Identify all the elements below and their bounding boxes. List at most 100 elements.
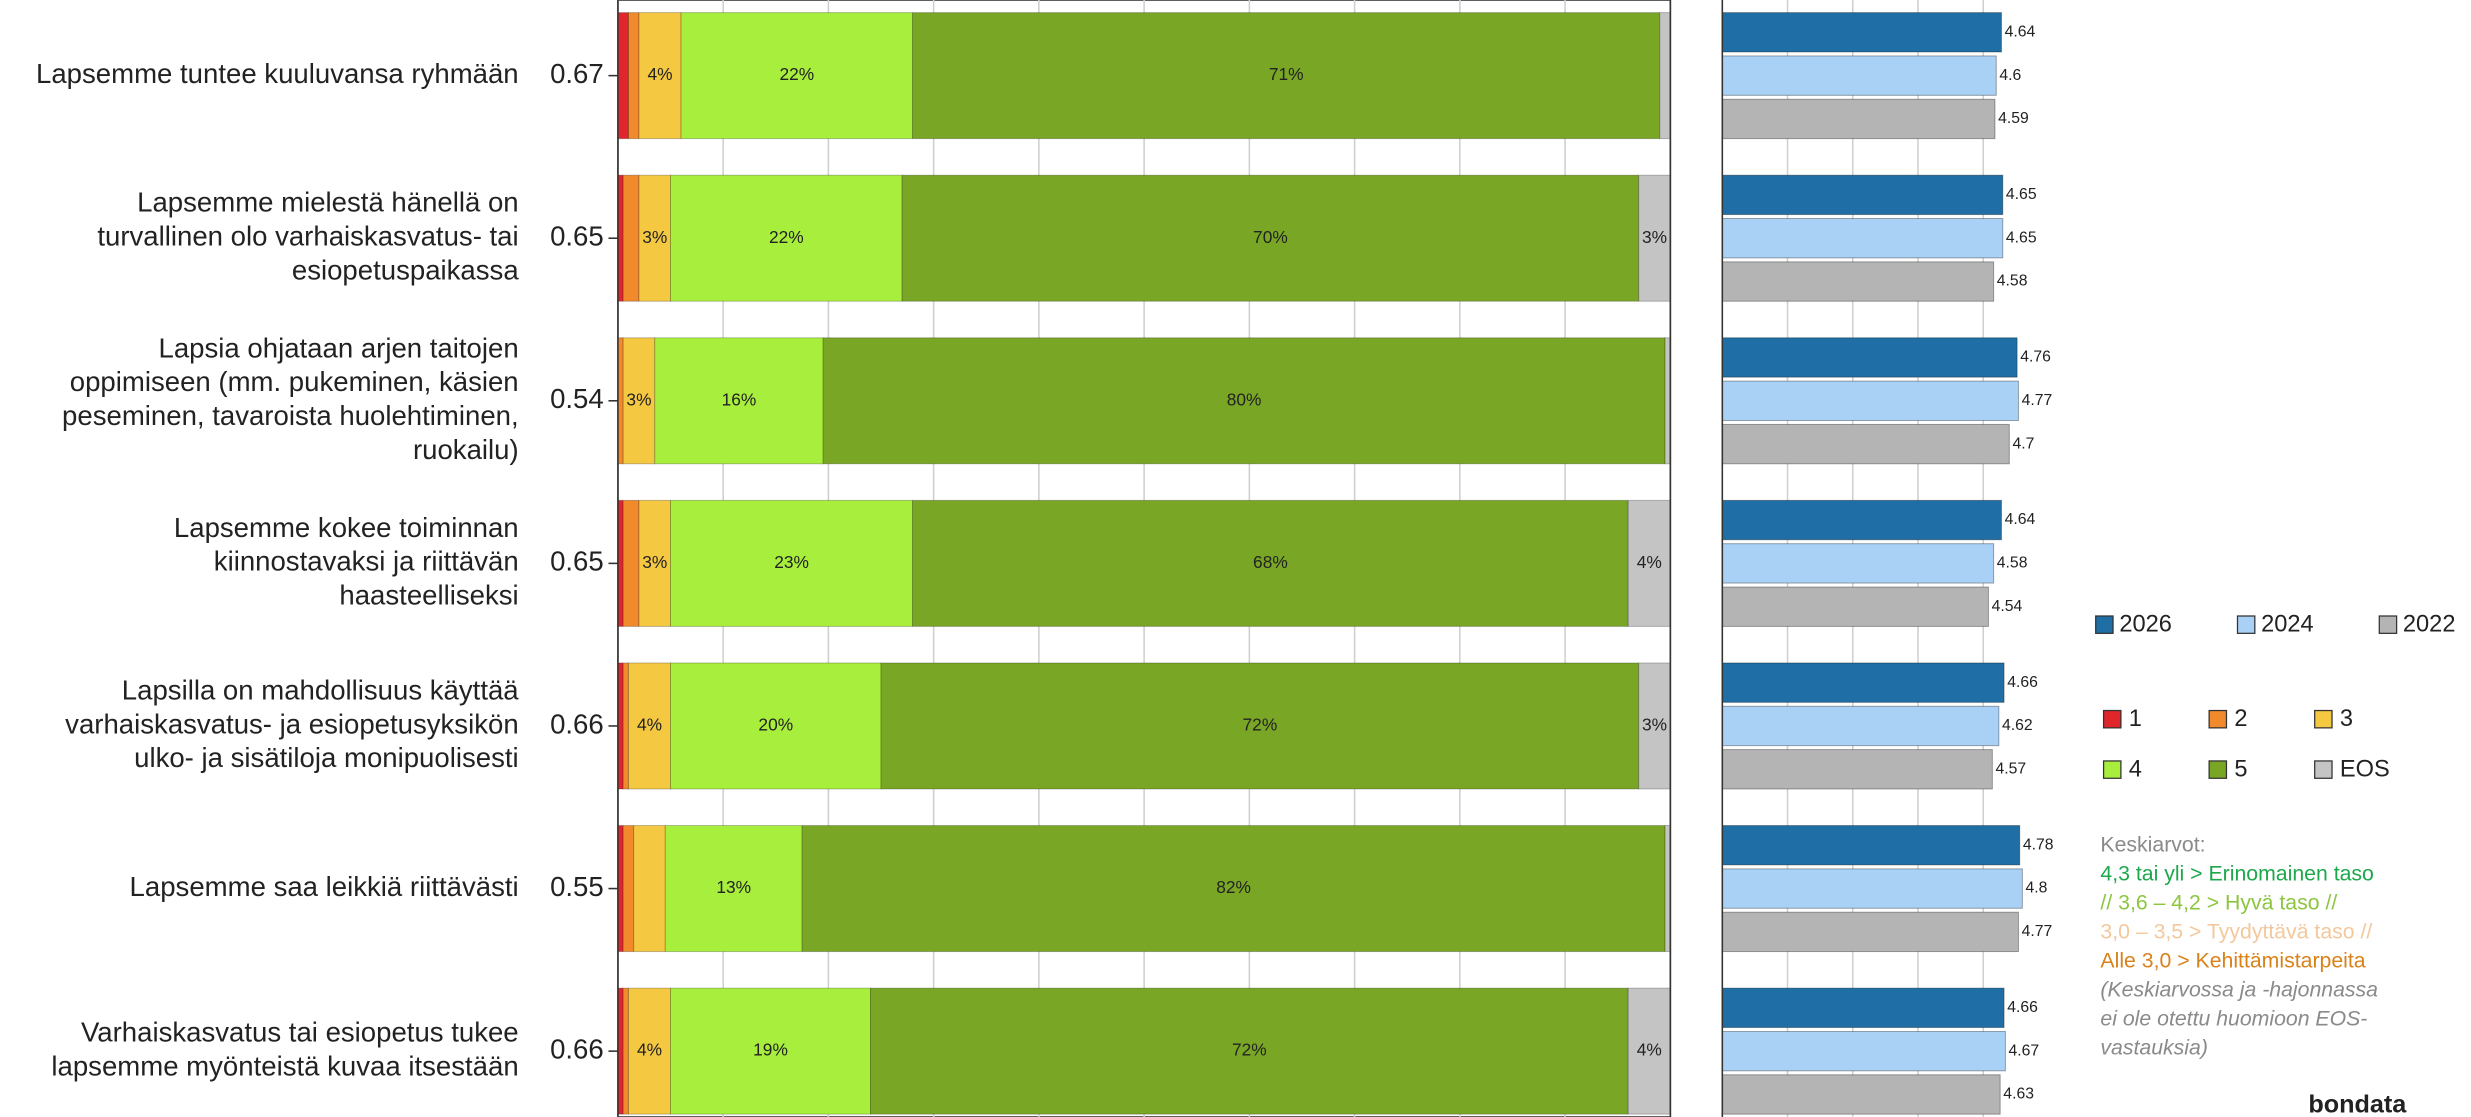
segment-label: 4% (1637, 552, 1662, 572)
legend-label: 3 (2340, 706, 2353, 732)
segment-label: 4% (637, 715, 662, 735)
note-line: Alle 3,0 > Kehittämistarpeita (2100, 949, 2365, 973)
legend-swatch (2102, 760, 2122, 779)
value-label: 4.76 (2020, 349, 2051, 366)
bar-segment (622, 825, 635, 953)
value-label: 4.65 (2006, 186, 2037, 203)
segment-label: 71% (1269, 64, 1304, 84)
bar-segment (670, 174, 903, 302)
segment-label: 68% (1253, 552, 1288, 572)
legend-swatch (2314, 760, 2333, 779)
segment-label: 23% (774, 552, 809, 572)
bar (1721, 987, 2005, 1028)
std-dev-label: 0.67 (550, 58, 604, 89)
legend-swatch (2236, 615, 2256, 634)
category-label: Lapsemme mielestä hänellä on (137, 187, 519, 218)
segment-label: 3% (642, 227, 667, 247)
value-label: 4.64 (2005, 23, 2036, 40)
bar-segment (1638, 174, 1671, 302)
segment-label: 16% (722, 389, 757, 409)
value-label: 4.7 (2012, 435, 2034, 452)
legend-swatch (2208, 709, 2228, 729)
bar-segment (638, 499, 672, 627)
bar-segment (617, 174, 624, 302)
std-dev-label: 0.65 (550, 546, 604, 577)
bar-segment (622, 662, 629, 790)
legend-label: 2 (2234, 706, 2247, 732)
bar (1721, 662, 2005, 703)
bar-segment (1627, 987, 1671, 1115)
note-line: // 3,6 – 4,2 > Hyvä taso // (2100, 891, 2337, 915)
legend-label: 2022 (2403, 612, 2456, 638)
std-dev-label: 0.54 (550, 383, 604, 414)
category-label: ruokailu) (413, 434, 519, 465)
bar (1721, 337, 2018, 378)
bar (1721, 12, 2002, 53)
bar (1721, 825, 2021, 866)
std-dev-label: 0.55 (550, 871, 604, 902)
category-label: turvallinen olo varhaiskasvatus- tai (97, 220, 518, 251)
segment-label: 82% (1216, 877, 1251, 897)
value-label: 4.58 (1997, 555, 2028, 572)
bar-segment (638, 174, 672, 302)
bar-segment (1638, 662, 1671, 790)
segment-label: 4% (637, 1040, 662, 1060)
segment-label: 13% (716, 877, 751, 897)
bar (1721, 868, 2023, 909)
value-label: 4.6 (1999, 67, 2021, 84)
category-label: kiinnostavaksi ja riittävän (214, 546, 519, 577)
std-dev-label: 0.66 (550, 1033, 604, 1064)
note-line: Keskiarvot: (2100, 833, 2205, 857)
bar-segment (822, 337, 1666, 465)
note-line: 4,3 tai yli > Erinomainen taso (2100, 862, 2373, 886)
note-line: (Keskiarvossa ja -hajonnassa (2100, 978, 2378, 1002)
bar-segment (627, 662, 672, 790)
category-label: haasteelliseksi (339, 580, 518, 611)
category-label: Lapsemme saa leikkiä riittävästi (130, 871, 519, 902)
bar-segment (622, 337, 656, 465)
segment-label: 3% (626, 389, 651, 409)
legend-label: 4 (2129, 757, 2142, 783)
bar (1721, 380, 2019, 421)
category-label: Lapsemme tuntee kuuluvansa ryhmään (36, 58, 519, 89)
category-label: Lapsia ohjataan arjen taitojen (159, 332, 519, 363)
segment-label: 80% (1227, 389, 1262, 409)
value-label: 4.62 (2002, 717, 2033, 734)
bar-segment (617, 825, 624, 953)
value-label: 4.57 (1995, 760, 2026, 777)
value-label: 4.59 (1998, 110, 2029, 127)
bar (1721, 174, 2004, 216)
brand: bondata (2308, 1091, 2407, 1117)
segment-label: 70% (1253, 227, 1288, 247)
category-label: oppimiseen (mm. pukeminen, käsien (70, 366, 519, 397)
value-label: 4.8 (2025, 880, 2047, 897)
segment-label: 4% (1637, 1040, 1662, 1060)
note-line: vastauksia) (2100, 1036, 2207, 1060)
bar-segment (670, 499, 914, 627)
segment-label: 3% (1642, 715, 1667, 735)
segment-label: 3% (642, 552, 667, 572)
category-label: varhaiskasvatus- ja esiopetusyksikön (65, 708, 518, 739)
value-label: 4.67 (2009, 1042, 2040, 1059)
value-label: 4.77 (2022, 392, 2053, 409)
std-dev-label: 0.66 (550, 708, 604, 739)
bar-segment (912, 499, 1629, 627)
bar-segment (670, 662, 882, 790)
bar-segment (1659, 12, 1671, 140)
bar (1721, 1074, 2001, 1115)
segment-label: 22% (779, 64, 814, 84)
value-label: 4.58 (1997, 273, 2028, 290)
bar (1721, 55, 1997, 96)
legend-label: 1 (2129, 706, 2142, 732)
value-label: 4.77 (2022, 923, 2053, 940)
bar (1721, 98, 1996, 140)
bar (1721, 586, 1989, 627)
legend-label: 2024 (2261, 612, 2314, 638)
legend-swatch (2095, 615, 2114, 634)
legend-label: EOS (2340, 757, 2390, 783)
category-label: Varhaiskasvatus tai esiopetus tukee (81, 1016, 519, 1047)
bar-segment (880, 662, 1640, 790)
legend-swatch (2208, 760, 2228, 779)
segment-label: 72% (1232, 1040, 1267, 1060)
